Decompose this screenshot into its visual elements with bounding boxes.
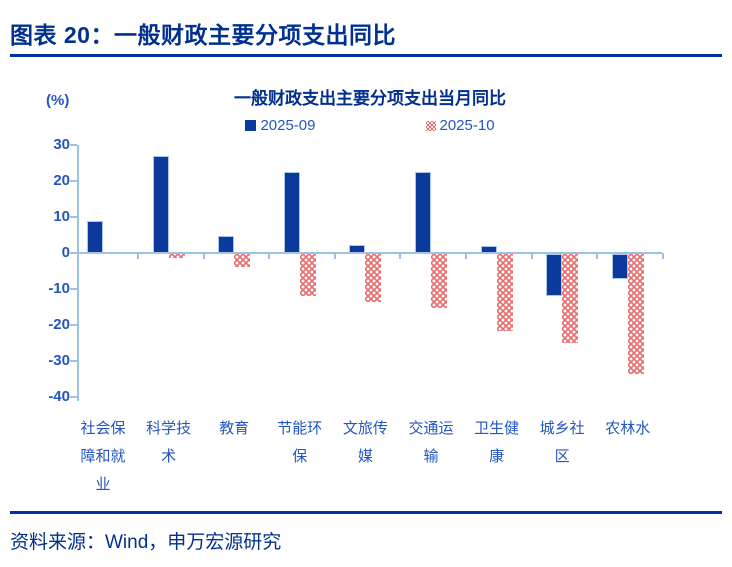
- x-axis-label: 交通运输: [408, 420, 454, 465]
- legend-label-2025-09: 2025-09: [260, 117, 316, 134]
- bar-2025-10-文旅传媒: [365, 254, 382, 303]
- legend-item-2025-10: 2025-10: [425, 117, 495, 134]
- x-axis-tick: [661, 253, 664, 259]
- source-note: 资料来源：Wind，申万宏源研究: [10, 532, 282, 553]
- y-axis-line: [77, 145, 79, 401]
- y-axis-tick-label: -10: [48, 280, 70, 297]
- bar-2025-10-节能环保: [299, 254, 316, 296]
- y-axis-tick-label: -40: [48, 388, 70, 405]
- bar-2025-09-社会保障和就业: [87, 221, 103, 253]
- x-axis-tick: [202, 253, 205, 259]
- bar-2025-09-教育: [218, 236, 235, 253]
- bar-2025-10-农林水: [627, 254, 644, 374]
- bar-2025-10-交通运输: [431, 254, 447, 308]
- x-axis-tick: [530, 253, 533, 259]
- y-axis-tick: [70, 288, 77, 290]
- x-axis-label: 社会保障和就业: [80, 420, 126, 493]
- y-axis-tick-label: 10: [53, 208, 70, 225]
- bar-2025-09-城乡社区: [546, 254, 563, 297]
- y-axis-tick-label: -30: [48, 352, 70, 369]
- y-axis-tick: [70, 144, 77, 146]
- y-axis-tick: [70, 396, 77, 398]
- x-axis-label: 科学技术: [146, 420, 192, 465]
- legend-swatch-solid-icon: [245, 120, 257, 131]
- x-axis-tick: [137, 253, 139, 259]
- bar-2025-09-科学技术: [152, 156, 169, 253]
- x-axis-label: 文旅传媒: [342, 420, 388, 465]
- x-axis-tick: [596, 253, 599, 259]
- legend-swatch-dotted-icon: [425, 120, 436, 131]
- y-axis-tick-label: 30: [53, 136, 70, 153]
- plot-area: 30 20 10 0 -10 -20 -30 -40 社会保障和就业 科学技术 教育 节能环保 文旅传媒…: [48, 136, 664, 493]
- y-axis-tick: [70, 180, 77, 182]
- y-axis-tick: [70, 324, 77, 326]
- title-underline: [10, 54, 722, 57]
- page-title: 图表 20：一般财政主要分项支出同比: [10, 22, 396, 48]
- bar-2025-10-卫生健康: [496, 254, 513, 332]
- x-axis-label: 节能环保: [277, 420, 323, 465]
- bar-2025-09-节能环保: [283, 171, 300, 253]
- x-axis-tick: [333, 253, 336, 259]
- y-axis-tick: [70, 216, 77, 218]
- y-axis-tick-label: 20: [53, 172, 70, 189]
- bar-2025-09-文旅传媒: [349, 244, 366, 253]
- y-axis-tick-label: 0: [61, 244, 70, 261]
- legend-item-2025-09: 2025-09: [245, 117, 316, 134]
- legend-label-2025-10: 2025-10: [439, 117, 495, 134]
- bar-2025-09-交通运输: [415, 172, 431, 253]
- x-axis-label: 农林水: [605, 420, 651, 437]
- bar-2025-09-农林水: [611, 254, 628, 279]
- legend: 2025-09 2025-10: [78, 117, 662, 134]
- bar-2025-10-科学技术: [168, 254, 185, 258]
- y-axis-tick: [70, 360, 77, 362]
- bar-2025-10-城乡社区: [562, 254, 579, 343]
- bar-2025-09-卫生健康: [480, 245, 497, 253]
- x-axis-tick: [399, 253, 402, 259]
- x-axis-tick: [465, 253, 467, 259]
- x-axis-zero-line: [78, 252, 662, 254]
- x-axis-label: 城乡社区: [539, 420, 585, 465]
- chart: (%) 一般财政支出主要分项支出当月同比 2025-09 2025-10 30 2…: [0, 60, 732, 510]
- x-axis-label: 卫生健康: [474, 420, 520, 465]
- y-axis-tick-label: -20: [48, 316, 70, 333]
- y-axis-unit-label: (%): [46, 92, 70, 109]
- chart-title: 一般财政支出主要分项支出当月同比: [234, 89, 506, 108]
- x-axis-label: 教育: [219, 420, 250, 437]
- bar-2025-10-教育: [234, 254, 251, 267]
- footer-rule: [10, 511, 722, 514]
- y-axis-tick: [70, 252, 77, 254]
- x-axis-tick: [268, 253, 271, 259]
